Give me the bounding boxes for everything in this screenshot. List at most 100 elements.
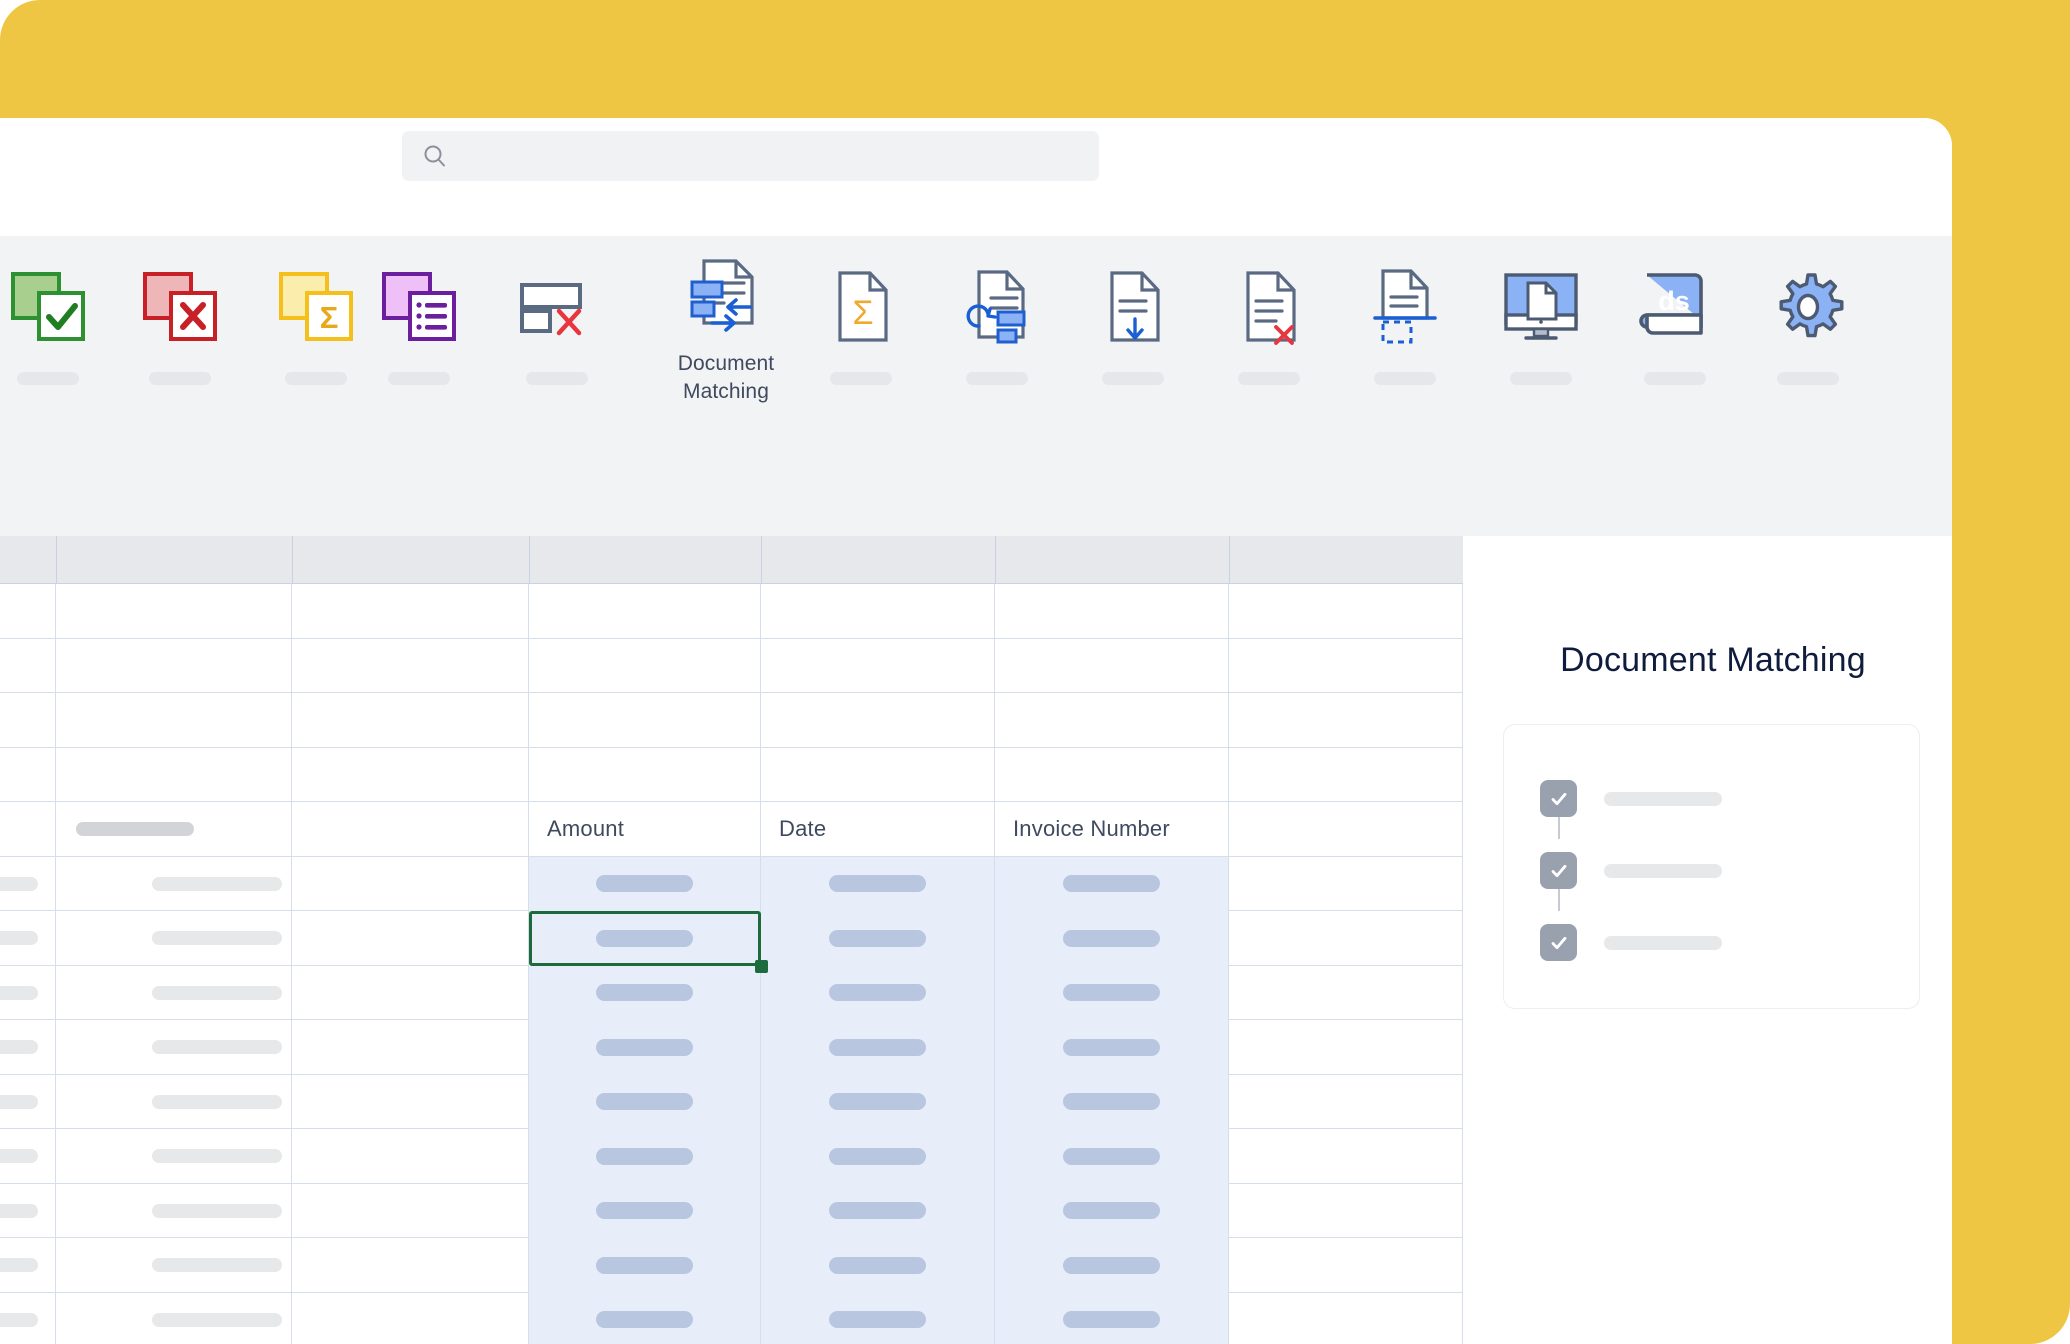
table-row[interactable] [0,966,1463,1021]
table-cell[interactable] [761,1020,995,1075]
table-cell[interactable] [995,1184,1229,1239]
table-cell[interactable] [1229,693,1463,748]
table-cell[interactable] [292,1129,529,1184]
table-cell[interactable] [292,857,529,912]
match-list-item[interactable] [1540,852,1722,889]
table-cell[interactable] [1229,911,1463,966]
toolbar-item-document-delete[interactable] [1194,268,1344,385]
table-cell[interactable] [56,584,292,639]
table-cell[interactable] [56,1075,292,1130]
table-cell[interactable] [0,584,56,639]
table-cell[interactable] [0,1293,56,1344]
toolbar-item-document-sum[interactable]: Σ [786,268,936,385]
table-cell[interactable] [529,1020,761,1075]
table-cell[interactable] [761,1129,995,1184]
table-cell[interactable] [529,1238,761,1293]
table-cell[interactable] [761,966,995,1021]
table-cell[interactable] [529,693,761,748]
table-row[interactable] [0,1075,1463,1130]
search-input[interactable] [460,141,1060,171]
table-cell[interactable] [529,748,761,803]
checkbox-checked-icon[interactable] [1540,780,1577,817]
table-cell[interactable] [56,1184,292,1239]
table-cell[interactable] [761,748,995,803]
table-cell[interactable] [995,1020,1229,1075]
table-cell[interactable] [995,1129,1229,1184]
table-cell[interactable] [292,911,529,966]
table-cell[interactable] [292,1293,529,1344]
table-cell[interactable] [56,693,292,748]
table-cell[interactable] [0,1238,56,1293]
table-cell[interactable] [0,1184,56,1239]
table-cell[interactable] [292,1184,529,1239]
table-cell[interactable] [1229,1020,1463,1075]
table-cell[interactable] [292,1020,529,1075]
table-cell[interactable] [0,802,56,857]
toolbar-item-documents-x[interactable] [105,268,255,385]
fill-handle[interactable] [755,960,768,973]
match-list-item[interactable] [1540,924,1722,961]
table-cell[interactable] [56,911,292,966]
table-cell[interactable] [761,1238,995,1293]
table-row[interactable] [0,693,1463,748]
table-row[interactable]: AmountDateInvoice Number [0,802,1463,857]
table-cell[interactable] [0,966,56,1021]
table-cell[interactable]: Invoice Number [995,802,1229,857]
table-cell[interactable] [1229,1129,1463,1184]
table-cell[interactable] [995,1075,1229,1130]
table-cell[interactable] [995,1293,1229,1344]
table-cell[interactable] [529,584,761,639]
table-row[interactable] [0,748,1463,803]
table-row[interactable] [0,857,1463,912]
table-cell[interactable] [1229,748,1463,803]
table-cell[interactable] [0,857,56,912]
table-cell[interactable] [529,1293,761,1344]
table-cell[interactable] [995,966,1229,1021]
toolbar-item-document-swap[interactable] [922,268,1072,385]
table-cell[interactable] [995,1238,1229,1293]
table-cell[interactable] [529,1184,761,1239]
table-cell[interactable] [995,748,1229,803]
table-cell[interactable] [56,1020,292,1075]
table-cell[interactable] [56,748,292,803]
table-cell[interactable] [0,911,56,966]
table-cell[interactable] [529,1129,761,1184]
table-cell[interactable] [1229,966,1463,1021]
table-cell[interactable] [529,639,761,694]
toolbar-item-ds-book[interactable]: ds [1600,268,1750,385]
table-cell[interactable] [56,966,292,1021]
table-cell[interactable] [1229,857,1463,912]
spreadsheet[interactable]: AmountDateInvoice Number [0,536,1463,1344]
table-row[interactable] [0,1293,1463,1344]
table-cell[interactable] [0,639,56,694]
table-cell[interactable] [292,802,529,857]
table-cell[interactable] [56,1129,292,1184]
table-cell[interactable] [761,693,995,748]
table-cell[interactable] [1229,1238,1463,1293]
table-cell[interactable] [56,639,292,694]
table-cell[interactable] [1229,1075,1463,1130]
table-cell[interactable] [995,857,1229,912]
table-row[interactable] [0,1184,1463,1239]
table-row[interactable] [0,1129,1463,1184]
checkbox-checked-icon[interactable] [1540,852,1577,889]
table-cell[interactable] [0,1020,56,1075]
spreadsheet-body[interactable]: AmountDateInvoice Number [0,584,1463,1344]
table-cell[interactable] [761,639,995,694]
table-row[interactable] [0,1238,1463,1293]
table-row[interactable] [0,911,1463,966]
table-cell[interactable] [1229,584,1463,639]
table-cell[interactable] [761,584,995,639]
table-cell[interactable] [761,857,995,912]
table-cell[interactable] [292,748,529,803]
table-row[interactable] [0,584,1463,639]
table-row[interactable] [0,639,1463,694]
table-cell[interactable] [1229,1184,1463,1239]
table-cell[interactable] [0,1075,56,1130]
checkbox-checked-icon[interactable] [1540,924,1577,961]
table-cell[interactable] [995,584,1229,639]
toolbar-item-documents-list[interactable] [344,268,494,385]
table-cell[interactable] [292,966,529,1021]
table-cell[interactable] [529,966,761,1021]
table-cell[interactable] [0,748,56,803]
